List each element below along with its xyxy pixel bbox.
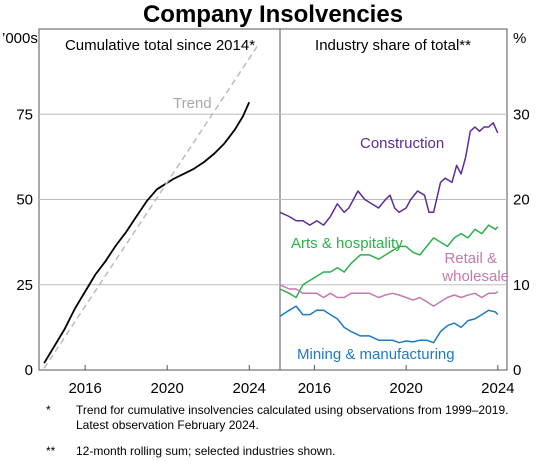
y-tick-label-left: 75 <box>16 106 33 123</box>
x-tick-label: 2020 <box>151 380 184 397</box>
left-panel-title: Cumulative total since 2014* <box>65 37 255 54</box>
y-tick-label-left: 0 <box>25 362 33 379</box>
footnote-2-mark: ** <box>46 444 56 458</box>
right-y-ticks: 0 10 20 30 <box>513 106 530 379</box>
y-tick-label-right: 10 <box>513 277 530 294</box>
retail-label-line1: Retail & <box>444 250 497 267</box>
right-x-ticks: 2016 2020 2024 <box>298 365 515 397</box>
y-tick-label-left: 50 <box>16 192 33 209</box>
left-panel-series <box>43 45 259 369</box>
arts-hospitality-label: Arts & hospitality <box>291 235 403 252</box>
mining-line <box>279 305 499 344</box>
x-tick-label: 2020 <box>389 380 422 397</box>
retail-label-line2: wholesale <box>441 268 509 285</box>
left-x-ticks: 2016 2020 2024 <box>68 365 266 397</box>
x-tick-label: 2016 <box>298 380 331 397</box>
y-tick-label-left: 25 <box>16 277 33 294</box>
footnote-2-text: 12-month rolling sum; selected industrie… <box>76 444 336 458</box>
right-panel-series <box>279 122 499 344</box>
trend-label: Trend <box>173 95 212 112</box>
y-tick-label-right: 30 <box>513 106 530 123</box>
trend-line <box>43 45 259 369</box>
footnote-1-text: Trend for cumulative insolvencies calcul… <box>76 403 509 432</box>
right-panel-title: Industry share of total** <box>315 37 471 54</box>
construction-line <box>279 122 499 226</box>
y-tick-label-right: 0 <box>513 362 521 379</box>
right-axis-unit: % <box>513 30 526 47</box>
construction-label: Construction <box>360 135 444 152</box>
mining-manufacturing-label: Mining & manufacturing <box>297 346 455 363</box>
retail-line <box>279 284 499 307</box>
chart-title: Company Insolvencies <box>143 1 403 28</box>
x-tick-label: 2016 <box>68 380 101 397</box>
y-tick-label-right: 20 <box>513 192 530 209</box>
left-y-ticks: 0 25 50 75 <box>16 106 33 379</box>
x-tick-label: 2024 <box>481 380 514 397</box>
x-tick-label: 2024 <box>233 380 266 397</box>
gridlines <box>39 113 507 286</box>
footnote-1-mark: * <box>46 403 51 417</box>
arts-line <box>279 224 499 299</box>
cumulative-line <box>43 101 251 364</box>
left-axis-unit: ’000s <box>2 30 38 47</box>
